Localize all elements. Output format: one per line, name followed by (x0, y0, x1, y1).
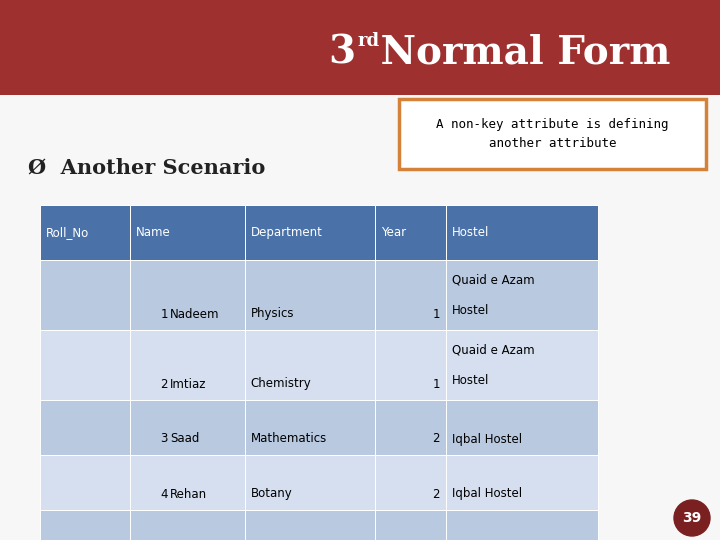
Text: Iqbal Hostel: Iqbal Hostel (452, 488, 522, 501)
Bar (245, 330, 375, 400)
Bar (0, 95, 720, 540)
Bar (375, 205, 446, 260)
Bar (245, 510, 375, 540)
Text: 2: 2 (161, 377, 168, 390)
Text: 3: 3 (328, 33, 355, 71)
Bar (245, 260, 375, 330)
FancyBboxPatch shape (399, 99, 706, 169)
Text: Department: Department (251, 226, 323, 239)
Text: 39: 39 (683, 511, 701, 525)
Bar (446, 455, 598, 510)
Text: 1: 1 (433, 377, 440, 390)
Text: Rehan: Rehan (170, 488, 207, 501)
Text: Student_Dept ----------------------------Year_hostel(year, Hostel): Student_Dept ---------------------------… (165, 512, 495, 523)
Bar (40, 205, 130, 260)
Bar (40, 455, 130, 510)
Text: Saad: Saad (170, 433, 199, 446)
Text: 1: 1 (433, 307, 440, 321)
Text: Normal Form: Normal Form (367, 33, 670, 71)
Bar (40, 510, 130, 540)
Text: Year: Year (381, 226, 406, 239)
Bar (130, 330, 245, 400)
Bar (375, 260, 446, 330)
Bar (375, 400, 446, 455)
Text: 2: 2 (433, 433, 440, 446)
Text: Hostel: Hostel (452, 226, 490, 239)
Text: A non-key attribute is defining
another attribute: A non-key attribute is defining another … (436, 118, 669, 150)
Bar (375, 330, 446, 400)
Bar (375, 455, 446, 510)
Text: Hostel: Hostel (452, 374, 490, 387)
Bar (130, 510, 245, 540)
Text: rd: rd (357, 31, 379, 50)
Text: Quaid e Azam: Quaid e Azam (452, 343, 535, 356)
Text: Iqbal Hostel: Iqbal Hostel (452, 433, 522, 446)
Text: Chemistry: Chemistry (251, 377, 311, 390)
Bar (446, 510, 598, 540)
Bar (245, 205, 375, 260)
Text: Ø  Another Scenario: Ø Another Scenario (28, 158, 266, 178)
Bar (130, 400, 245, 455)
Bar (130, 205, 245, 260)
Text: 3: 3 (161, 433, 168, 446)
Text: 2: 2 (433, 488, 440, 501)
Text: Quaid e Azam: Quaid e Azam (452, 273, 535, 286)
Text: Name: Name (136, 226, 171, 239)
Text: Hostel: Hostel (452, 304, 490, 317)
Bar (446, 330, 598, 400)
Text: Imtiaz: Imtiaz (170, 377, 207, 390)
Bar (40, 260, 130, 330)
Bar (245, 455, 375, 510)
Text: Nadeem: Nadeem (170, 307, 220, 321)
Bar (446, 400, 598, 455)
Text: Physics: Physics (251, 307, 294, 321)
Bar (446, 205, 598, 260)
Text: Botany: Botany (251, 488, 292, 501)
Bar (0, 0, 720, 95)
Bar (40, 330, 130, 400)
Bar (130, 455, 245, 510)
Text: Roll_No: Roll_No (46, 226, 89, 239)
Bar (375, 510, 446, 540)
Circle shape (674, 500, 710, 536)
Bar (245, 400, 375, 455)
Bar (130, 260, 245, 330)
Bar (40, 400, 130, 455)
Text: 4: 4 (161, 488, 168, 501)
Bar (446, 260, 598, 330)
Text: Mathematics: Mathematics (251, 433, 327, 446)
Text: 1: 1 (161, 307, 168, 321)
